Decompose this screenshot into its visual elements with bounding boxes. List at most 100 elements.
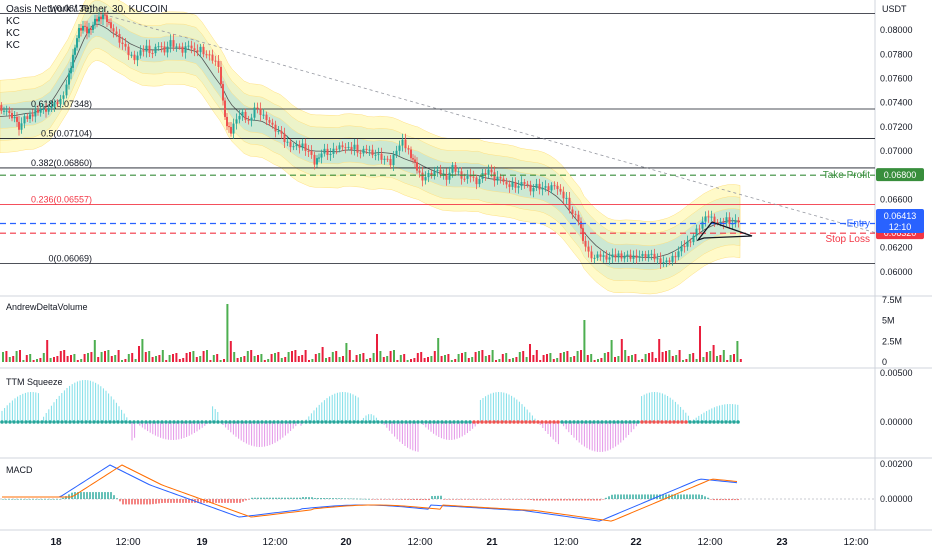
macd-histogram-bar [263, 497, 265, 499]
volume-bar [185, 353, 188, 362]
volume-bar [212, 355, 215, 362]
volume-bar [165, 360, 168, 362]
volume-bar [712, 345, 715, 362]
volume-bar [600, 358, 603, 362]
candle-body [605, 255, 608, 260]
macd-histogram-bar [182, 499, 184, 503]
volume-bar [287, 352, 290, 362]
candle-body [728, 217, 731, 224]
squeeze-dot [92, 420, 96, 424]
candle-body [448, 172, 451, 180]
macd-histogram-bar [467, 499, 469, 500]
macd-histogram-bar [566, 499, 568, 501]
squeeze-dot [684, 420, 688, 424]
squeeze-dot [364, 420, 368, 424]
volume-bar [59, 351, 62, 362]
volume-bar [63, 350, 66, 362]
macd-histogram-bar [380, 499, 382, 500]
candle-body [62, 95, 65, 99]
candle-body [602, 255, 605, 257]
candle-body [29, 114, 31, 119]
candle-body [665, 260, 668, 263]
candle-body [392, 155, 395, 166]
squeeze-dot [516, 420, 520, 424]
macd-histogram-bar [686, 494, 688, 499]
volume-bar [532, 355, 535, 362]
squeeze-dot [144, 420, 148, 424]
time-tick-label: 20 [340, 537, 352, 548]
volume-pane-title[interactable]: AndrewDeltaVolume [6, 302, 88, 312]
candle-body [433, 170, 436, 176]
candle-body [680, 246, 683, 252]
volume-bar [178, 359, 181, 362]
volume-bar [631, 355, 633, 362]
candle-body [94, 18, 96, 25]
macd-histogram-bar [233, 499, 235, 503]
triangle-pattern [696, 221, 753, 242]
candle-body [481, 173, 484, 179]
volume-bar [607, 352, 610, 362]
macd-histogram-bar [239, 499, 241, 503]
volume-bar [440, 356, 443, 362]
fib-level-label: 0.5(0.07104) [41, 128, 92, 138]
fib-level-label: 1(0.08139) [48, 3, 92, 13]
candle-body [523, 182, 526, 184]
volume-bar [46, 340, 49, 362]
squeeze-dot [160, 420, 164, 424]
squeeze-pane-title[interactable]: TTM Squeeze [6, 377, 63, 387]
squeeze-dot [508, 420, 512, 424]
time-tick-label: 23 [776, 537, 788, 548]
candle-body [86, 26, 88, 34]
macd-histogram-bar [482, 499, 484, 500]
candle-body [280, 130, 283, 134]
squeeze-dot [304, 420, 308, 424]
squeeze-dot [404, 420, 408, 424]
volume-bar [729, 355, 732, 362]
volume-tick-label: 0 [882, 357, 887, 367]
candle-body [163, 46, 166, 53]
candle-body [538, 183, 541, 190]
squeeze-dot [116, 420, 120, 424]
squeeze-dot [352, 420, 356, 424]
candle-body [0, 105, 3, 111]
macd-histogram-bar [506, 499, 508, 500]
volume-bar [372, 353, 375, 362]
candle-body [45, 108, 47, 112]
candle-body [599, 254, 602, 257]
volume-bar [192, 351, 195, 362]
volume-bar [478, 351, 480, 362]
macd-histogram-bar [560, 499, 562, 501]
volume-bar [406, 360, 409, 362]
squeeze-dot [704, 420, 708, 424]
candle-body [418, 170, 421, 173]
indicator-kc-2[interactable]: KC [6, 28, 20, 39]
squeeze-dot [336, 420, 340, 424]
candle-body [102, 14, 104, 20]
candle-body [307, 150, 310, 152]
volume-bar [488, 355, 491, 362]
symbol-title[interactable]: Oasis Network / Tether, 30, KUCOIN [6, 4, 168, 15]
macd-histogram-bar [734, 499, 736, 501]
indicator-kc-3[interactable]: KC [6, 40, 20, 51]
macd-histogram-bar [65, 496, 67, 499]
indicator-kc-1[interactable]: KC [6, 16, 20, 27]
volume-bar [498, 359, 501, 362]
macd-histogram-bar [620, 494, 622, 499]
candle-body [398, 145, 401, 151]
squeeze-dot [424, 420, 428, 424]
volume-bar [257, 355, 259, 362]
macd-histogram-bar [164, 499, 166, 503]
volume-bar [699, 326, 701, 362]
candle-body [344, 147, 347, 149]
macd-pane-title[interactable]: MACD [6, 465, 33, 475]
squeeze-dot [84, 420, 88, 424]
squeeze-dot [268, 420, 272, 424]
macd-histogram-bar [317, 497, 319, 499]
volume-bar [141, 339, 144, 362]
candle-body [133, 54, 136, 61]
squeeze-dot [472, 420, 476, 424]
squeeze-dot [232, 420, 236, 424]
squeeze-dot [204, 420, 208, 424]
volume-bar [274, 353, 276, 362]
